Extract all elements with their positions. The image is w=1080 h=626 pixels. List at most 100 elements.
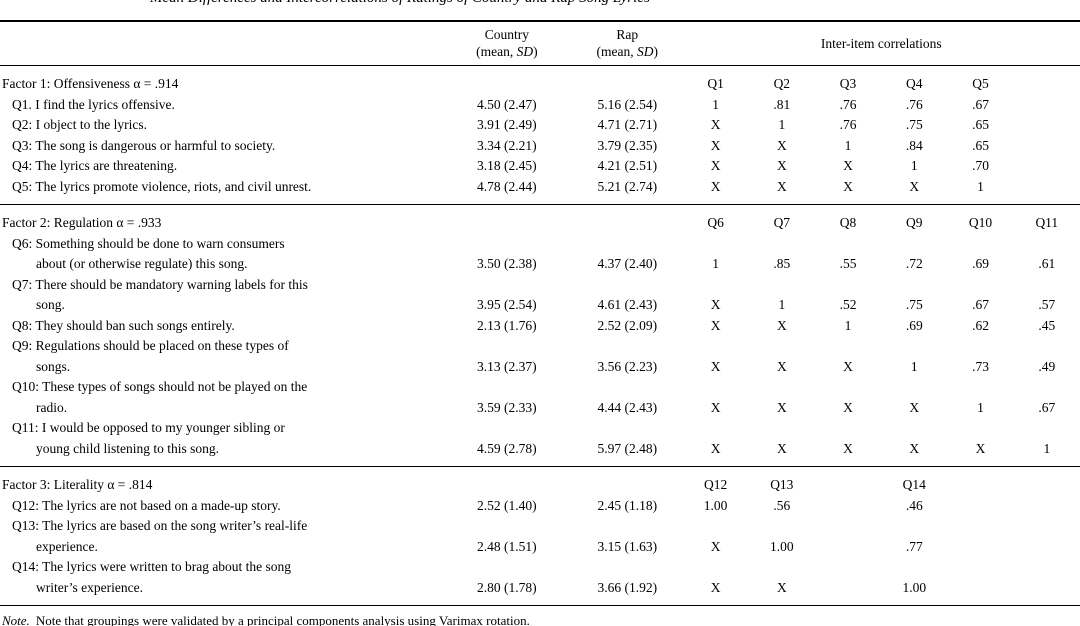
correlation-value bbox=[1014, 496, 1080, 517]
question-text: Q7: There should be mandatory warning la… bbox=[0, 275, 442, 316]
correlation-value: X bbox=[776, 579, 787, 595]
rap-mean-sd: 5.21 (2.74) bbox=[597, 178, 658, 194]
correlation-value: X bbox=[710, 399, 721, 415]
correlation-value: .81 bbox=[773, 96, 791, 112]
correlation-value: X bbox=[710, 297, 721, 312]
rap-mean-sd: 3.66 (1.92) bbox=[597, 579, 658, 595]
q-column-header: Q13 bbox=[748, 466, 815, 496]
rap-mean-sd: 5.16 (2.54) bbox=[597, 96, 658, 112]
question-text: Q8: They should ban such songs entirely. bbox=[0, 316, 442, 337]
question-text: Q11: I would be opposed to my younger si… bbox=[0, 418, 442, 467]
correlation-value: .55 bbox=[839, 256, 857, 271]
q-column-header bbox=[947, 466, 1014, 496]
rap-mean-sd: 4.61 (2.43) bbox=[597, 297, 658, 312]
q-column-header: Q12 bbox=[682, 466, 749, 496]
correlation-value: X bbox=[710, 358, 721, 374]
question-line: Q12: The lyrics are not based on a made-… bbox=[12, 497, 281, 513]
question-line: songs. bbox=[36, 358, 71, 374]
correlation-value: 1.00 bbox=[902, 579, 927, 595]
correlation-value: 1 bbox=[712, 256, 719, 271]
table-row: Q12: The lyrics are not based on a made-… bbox=[0, 496, 1080, 517]
table-note: Note. Note that groupings were validated … bbox=[0, 605, 1080, 626]
empty-header-cell bbox=[0, 20, 442, 66]
q-column-header: Q4 bbox=[881, 65, 948, 95]
question-text: Q4: The lyrics are threatening. bbox=[0, 156, 442, 177]
caption-fragment-text: Mean Differences and Intercorrelations o… bbox=[150, 0, 650, 7]
question-text: Q3: The song is dangerous or harmful to … bbox=[0, 136, 442, 157]
question-text: Q12: The lyrics are not based on a made-… bbox=[0, 496, 442, 517]
q-column-header: Q8 bbox=[814, 204, 882, 234]
correlation-value: 1 bbox=[844, 317, 852, 333]
correlation-value bbox=[947, 496, 1013, 517]
factor-header-row: Factor 1: Offensiveness α = .914 Q1 Q2 Q3 Q4… bbox=[0, 65, 1080, 95]
rap-mean-sd: 3.15 (1.63) bbox=[597, 538, 658, 554]
question-line: experience. bbox=[36, 538, 98, 554]
correlation-value bbox=[947, 557, 1013, 605]
q-column-header: Q11 bbox=[1013, 204, 1080, 234]
rap-mean-sd: 4.21 (2.51) bbox=[597, 158, 658, 173]
mean-sd-suffix: ) bbox=[653, 44, 659, 59]
correlation-value: .67 bbox=[972, 96, 989, 112]
question-line: writer’s experience. bbox=[36, 579, 143, 595]
question-text: Q6: Something should be done to warn con… bbox=[0, 234, 442, 275]
question-line: Q9: Regulations should be placed on thes… bbox=[12, 338, 289, 353]
correlation-value: .75 bbox=[905, 297, 923, 312]
country-mean-sd: 2.13 (1.76) bbox=[477, 317, 537, 333]
correlation-value: X bbox=[710, 579, 721, 595]
correlation-value: .76 bbox=[839, 117, 857, 132]
correlation-value: .56 bbox=[773, 497, 791, 513]
country-mean-sd: 2.52 (1.40) bbox=[477, 497, 537, 513]
rap-mean-sd: 4.71 (2.71) bbox=[597, 117, 658, 132]
correlation-value: X bbox=[843, 358, 853, 374]
correlation-value bbox=[947, 516, 1013, 557]
correlation-value: .77 bbox=[905, 538, 923, 554]
correlations-column-header: Inter-item correlations bbox=[682, 20, 1080, 66]
correlation-value: 1 bbox=[844, 137, 852, 153]
q-column-header: Q7 bbox=[748, 204, 815, 234]
sd-label: SD bbox=[637, 44, 654, 59]
mean-sd-prefix: (mean, bbox=[476, 44, 517, 59]
correlation-value: .62 bbox=[972, 317, 989, 333]
factor-label: Factor 1: Offensiveness α = .914 bbox=[0, 65, 683, 95]
correlation-value: 1 bbox=[778, 297, 786, 312]
correlation-value: X bbox=[843, 440, 853, 456]
correlation-value bbox=[1014, 156, 1080, 177]
correlation-value: X bbox=[909, 178, 920, 194]
correlation-value: .45 bbox=[1038, 317, 1056, 333]
question-line: Q13: The lyrics are based on the song wr… bbox=[12, 518, 308, 533]
correlation-value: .85 bbox=[773, 256, 791, 271]
correlation-value: .67 bbox=[972, 297, 989, 312]
note-text: Note that groupings were validated by a … bbox=[35, 613, 530, 626]
table-row: Q3: The song is dangerous or harmful to … bbox=[0, 136, 1080, 157]
correlation-value: 1 bbox=[910, 358, 918, 374]
country-mean-sd: 3.50 (2.38) bbox=[477, 256, 537, 271]
correlation-value: 1.00 bbox=[770, 538, 794, 554]
correlation-value: 1 bbox=[1043, 440, 1051, 456]
question-line: Q2: I object to the lyrics. bbox=[12, 117, 147, 132]
q-column-header: Q14 bbox=[881, 466, 948, 496]
country-column-header: Country (mean, SD) bbox=[441, 20, 573, 66]
correlation-value: .57 bbox=[1038, 297, 1056, 312]
rap-label: Rap bbox=[616, 27, 639, 42]
correlation-value: X bbox=[776, 358, 787, 374]
question-line: Q3: The song is dangerous or harmful to … bbox=[12, 137, 276, 153]
table-row: Q14: The lyrics were written to brag abo… bbox=[0, 557, 1080, 605]
correlation-value: X bbox=[710, 317, 721, 333]
correlation-value: 1 bbox=[977, 178, 984, 194]
correlation-value: X bbox=[843, 399, 853, 415]
question-line: Q6: Something should be done to warn con… bbox=[12, 235, 285, 251]
question-line: Q8: They should ban such songs entirely. bbox=[12, 317, 235, 333]
correlation-value bbox=[1014, 136, 1080, 157]
table-row: Q2: I object to the lyrics. 3.91 (2.49) 4.… bbox=[0, 115, 1080, 136]
country-mean-sd: 4.50 (2.47) bbox=[477, 96, 537, 112]
table-row: Q1. I find the lyrics offensive. 4.50 (2.… bbox=[0, 95, 1080, 116]
question-line: about (or otherwise regulate) this song. bbox=[36, 256, 248, 271]
question-line: young child listening to this song. bbox=[36, 440, 220, 456]
table-row: Q13: The lyrics are based on the song wr… bbox=[0, 516, 1080, 557]
country-mean-sd: 4.59 (2.78) bbox=[477, 440, 537, 456]
correlation-value: X bbox=[909, 399, 920, 415]
table-row: Q4: The lyrics are threatening. 3.18 (2.4… bbox=[0, 156, 1080, 177]
question-line: Q1. I find the lyrics offensive. bbox=[12, 96, 175, 112]
correlation-value: 1 bbox=[910, 158, 918, 173]
question-text: Q14: The lyrics were written to brag abo… bbox=[0, 557, 442, 605]
